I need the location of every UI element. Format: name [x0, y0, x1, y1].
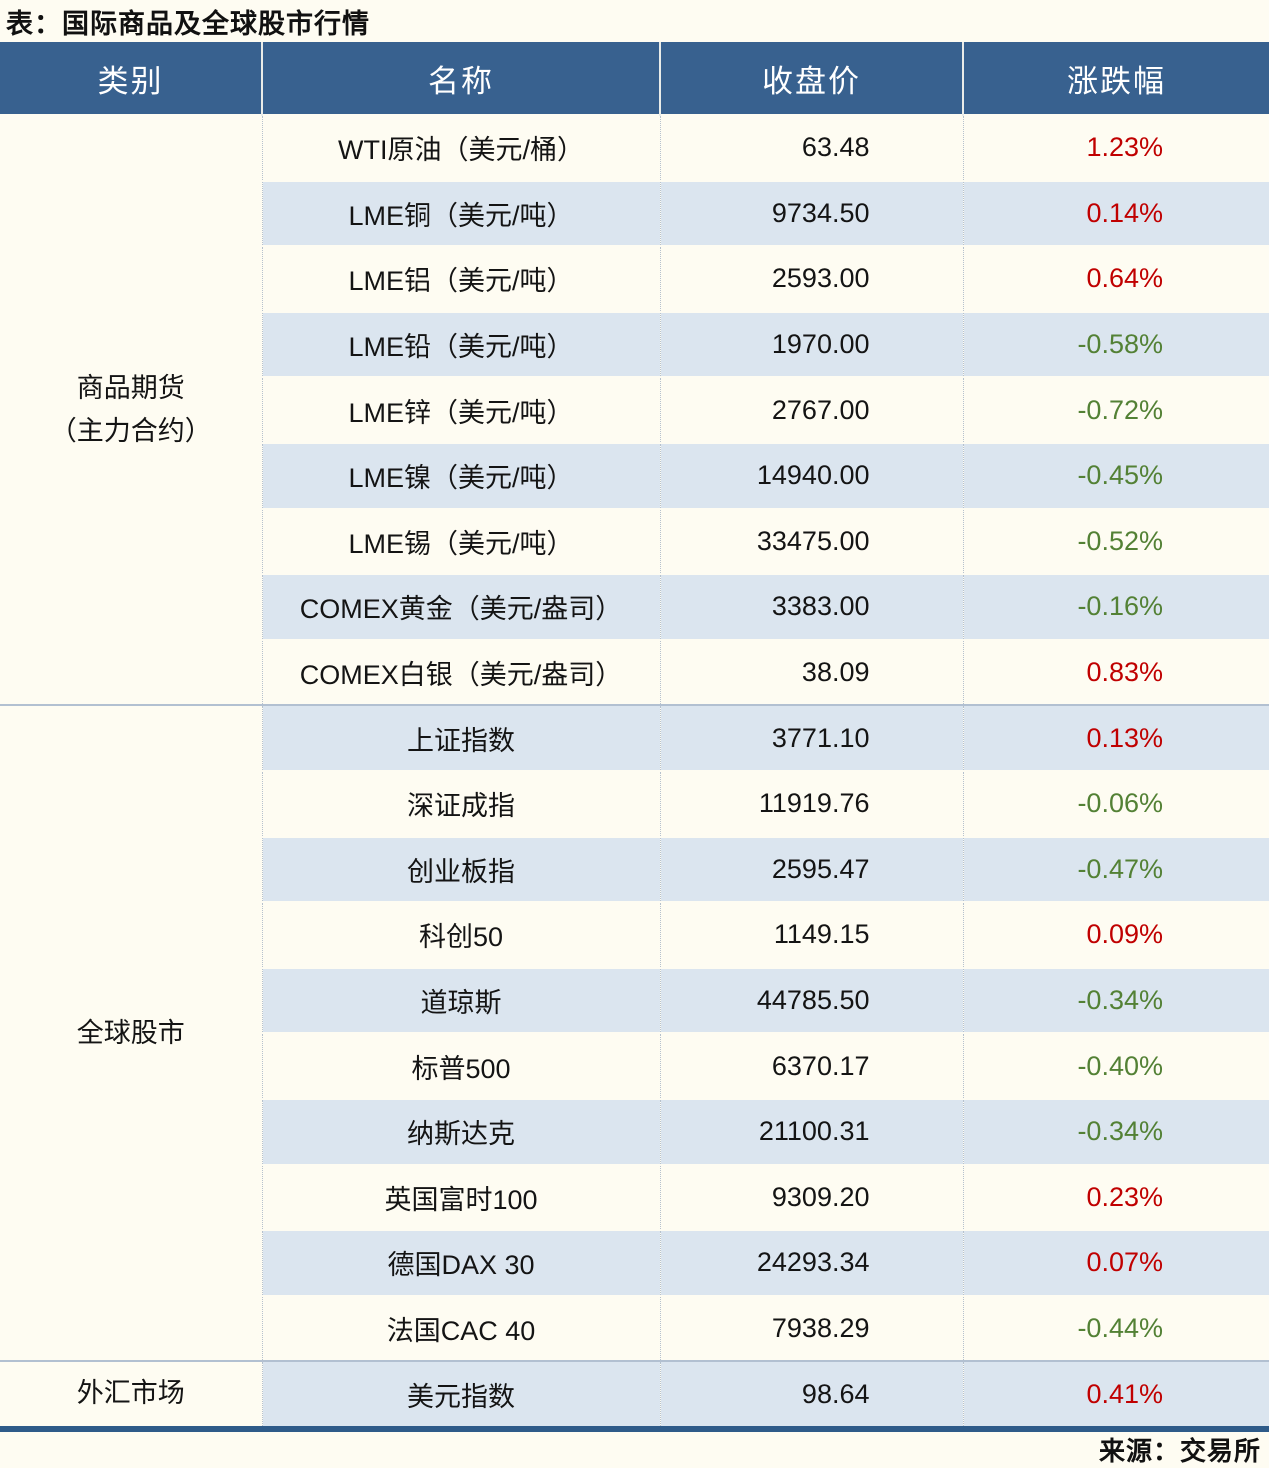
market-table: 类别 名称 收盘价 涨跌幅 商品期货 （主力合约） WTI原油（美元/桶） 63.48… — [0, 42, 1269, 1432]
table-body: 商品期货 （主力合约） WTI原油（美元/桶） 63.48 1.23% LME铜（美元/吨… — [0, 113, 1269, 1429]
instrument-name: 科创50 — [261, 901, 660, 968]
instrument-name: 上证指数 — [261, 704, 660, 771]
change-percent: -0.45% — [962, 441, 1269, 509]
table-row: LME锌（美元/吨） 2767.00 -0.72% — [0, 376, 1269, 443]
table-row: LME锡（美元/吨） 33475.00 -0.52% — [0, 507, 1269, 575]
table-row: COMEX黄金（美元/盎司） 3383.00 -0.16% — [0, 573, 1269, 640]
change-percent: 0.64% — [962, 245, 1269, 312]
change-percent: -0.47% — [962, 835, 1269, 903]
change-percent: 0.07% — [962, 1229, 1269, 1296]
change-percent: -0.16% — [962, 573, 1269, 640]
instrument-name: LME铝（美元/吨） — [261, 245, 660, 312]
change-percent: -0.34% — [962, 966, 1269, 1034]
instrument-name: 法国CAC 40 — [261, 1294, 660, 1362]
close-price: 2593.00 — [659, 245, 963, 312]
instrument-name: 德国DAX 30 — [261, 1229, 660, 1296]
table-row: LME铅（美元/吨） 1970.00 -0.58% — [0, 310, 1269, 378]
page: 表：国际商品及全球股市行情 类别 名称 收盘价 涨跌幅 商品期货 （主力合约） WT… — [0, 8, 1269, 1466]
table-row: 英国富时100 9309.20 0.23% — [0, 1163, 1269, 1231]
close-price: 1149.15 — [659, 901, 963, 968]
table-row: 商品期货 （主力合约） WTI原油（美元/桶） 63.48 1.23% — [0, 113, 1269, 706]
header-name: 名称 — [261, 42, 660, 115]
change-percent: -0.40% — [962, 1032, 1269, 1099]
category-label: （主力合约） — [49, 416, 212, 447]
close-price: 6370.17 — [659, 1032, 963, 1099]
change-percent: 0.83% — [962, 638, 1269, 706]
change-percent: -0.06% — [962, 769, 1269, 837]
table-header: 类别 名称 收盘价 涨跌幅 — [0, 42, 1269, 115]
instrument-name: COMEX白银（美元/盎司） — [261, 638, 660, 706]
close-price: 2767.00 — [659, 376, 963, 443]
page-title: 表：国际商品及全球股市行情 — [6, 8, 370, 39]
change-percent: -0.72% — [962, 376, 1269, 443]
close-price: 9734.50 — [659, 179, 963, 247]
instrument-name: 标普500 — [261, 1032, 660, 1099]
instrument-name: 创业板指 — [261, 835, 660, 903]
table-row: LME镍（美元/吨） 14940.00 -0.45% — [0, 441, 1269, 509]
table-row: LME铝（美元/吨） 2593.00 0.64% — [0, 245, 1269, 312]
close-price: 7938.29 — [659, 1294, 963, 1362]
instrument-name: 纳斯达克 — [261, 1097, 660, 1165]
close-price: 14940.00 — [659, 441, 963, 509]
header-change: 涨跌幅 — [962, 42, 1269, 115]
close-price: 11919.76 — [659, 769, 963, 837]
table-row: 深证成指 11919.76 -0.06% — [0, 769, 1269, 837]
instrument-name: COMEX黄金（美元/盎司） — [261, 573, 660, 640]
change-percent: 1.23% — [962, 114, 1269, 181]
instrument-name: LME锡（美元/吨） — [261, 507, 660, 575]
instrument-name: 道琼斯 — [261, 966, 660, 1034]
change-percent: -0.34% — [962, 1097, 1269, 1165]
header-category: 类别 — [0, 42, 262, 115]
change-percent: 0.13% — [962, 704, 1269, 771]
close-price: 9309.20 — [659, 1163, 963, 1231]
instrument-name: LME锌（美元/吨） — [261, 376, 660, 443]
change-percent: -0.58% — [962, 310, 1269, 378]
change-percent: 0.09% — [962, 901, 1269, 968]
table-row: 全球股市 上证指数 3771.10 0.13% — [0, 704, 1269, 1362]
instrument-name: LME铅（美元/吨） — [261, 310, 660, 378]
close-price: 38.09 — [659, 638, 963, 706]
source-note: 来源：交易所 — [1098, 1436, 1261, 1467]
close-price: 24293.34 — [659, 1229, 963, 1296]
table-row: LME铜（美元/吨） 9734.50 0.14% — [0, 179, 1269, 247]
change-percent: -0.44% — [962, 1294, 1269, 1362]
table-row: 德国DAX 30 24293.34 0.07% — [0, 1229, 1269, 1296]
close-price: 44785.50 — [659, 966, 963, 1034]
table-row: 外汇市场 美元指数 98.64 0.41% — [0, 1360, 1269, 1429]
instrument-name: 美元指数 — [261, 1360, 660, 1429]
category-cell: 全球股市 — [0, 704, 262, 1362]
close-price: 2595.47 — [659, 835, 963, 903]
close-price: 63.48 — [659, 114, 963, 181]
close-price: 3771.10 — [659, 704, 963, 771]
category-cell: 商品期货 （主力合约） — [0, 113, 262, 706]
change-percent: 0.23% — [962, 1163, 1269, 1231]
category-cell: 外汇市场 — [0, 1360, 262, 1429]
category-label: 全球股市 — [76, 1017, 185, 1048]
instrument-name: LME铜（美元/吨） — [261, 179, 660, 247]
table-row: 道琼斯 44785.50 -0.34% — [0, 966, 1269, 1034]
change-percent: -0.52% — [962, 507, 1269, 575]
instrument-name: 深证成指 — [261, 769, 660, 837]
table-row: 创业板指 2595.47 -0.47% — [0, 835, 1269, 903]
change-percent: 0.14% — [962, 179, 1269, 247]
close-price: 33475.00 — [659, 507, 963, 575]
table-row: 法国CAC 40 7938.29 -0.44% — [0, 1294, 1269, 1362]
instrument-name: 英国富时100 — [261, 1163, 660, 1231]
close-price: 3383.00 — [659, 573, 963, 640]
close-price: 1970.00 — [659, 310, 963, 378]
table-row: 科创50 1149.15 0.09% — [0, 901, 1269, 968]
close-price: 21100.31 — [659, 1097, 963, 1165]
category-label: 外汇市场 — [76, 1378, 185, 1409]
table-row: 纳斯达克 21100.31 -0.34% — [0, 1097, 1269, 1165]
instrument-name: LME镍（美元/吨） — [261, 441, 660, 509]
close-price: 98.64 — [659, 1360, 963, 1429]
header-close: 收盘价 — [659, 42, 963, 115]
category-label: 商品期货 — [76, 372, 185, 403]
table-row: 标普500 6370.17 -0.40% — [0, 1032, 1269, 1099]
instrument-name: WTI原油（美元/桶） — [261, 114, 660, 181]
change-percent: 0.41% — [962, 1360, 1269, 1429]
header-row: 类别 名称 收盘价 涨跌幅 — [0, 42, 1269, 115]
table-row: COMEX白银（美元/盎司） 38.09 0.83% — [0, 638, 1269, 706]
